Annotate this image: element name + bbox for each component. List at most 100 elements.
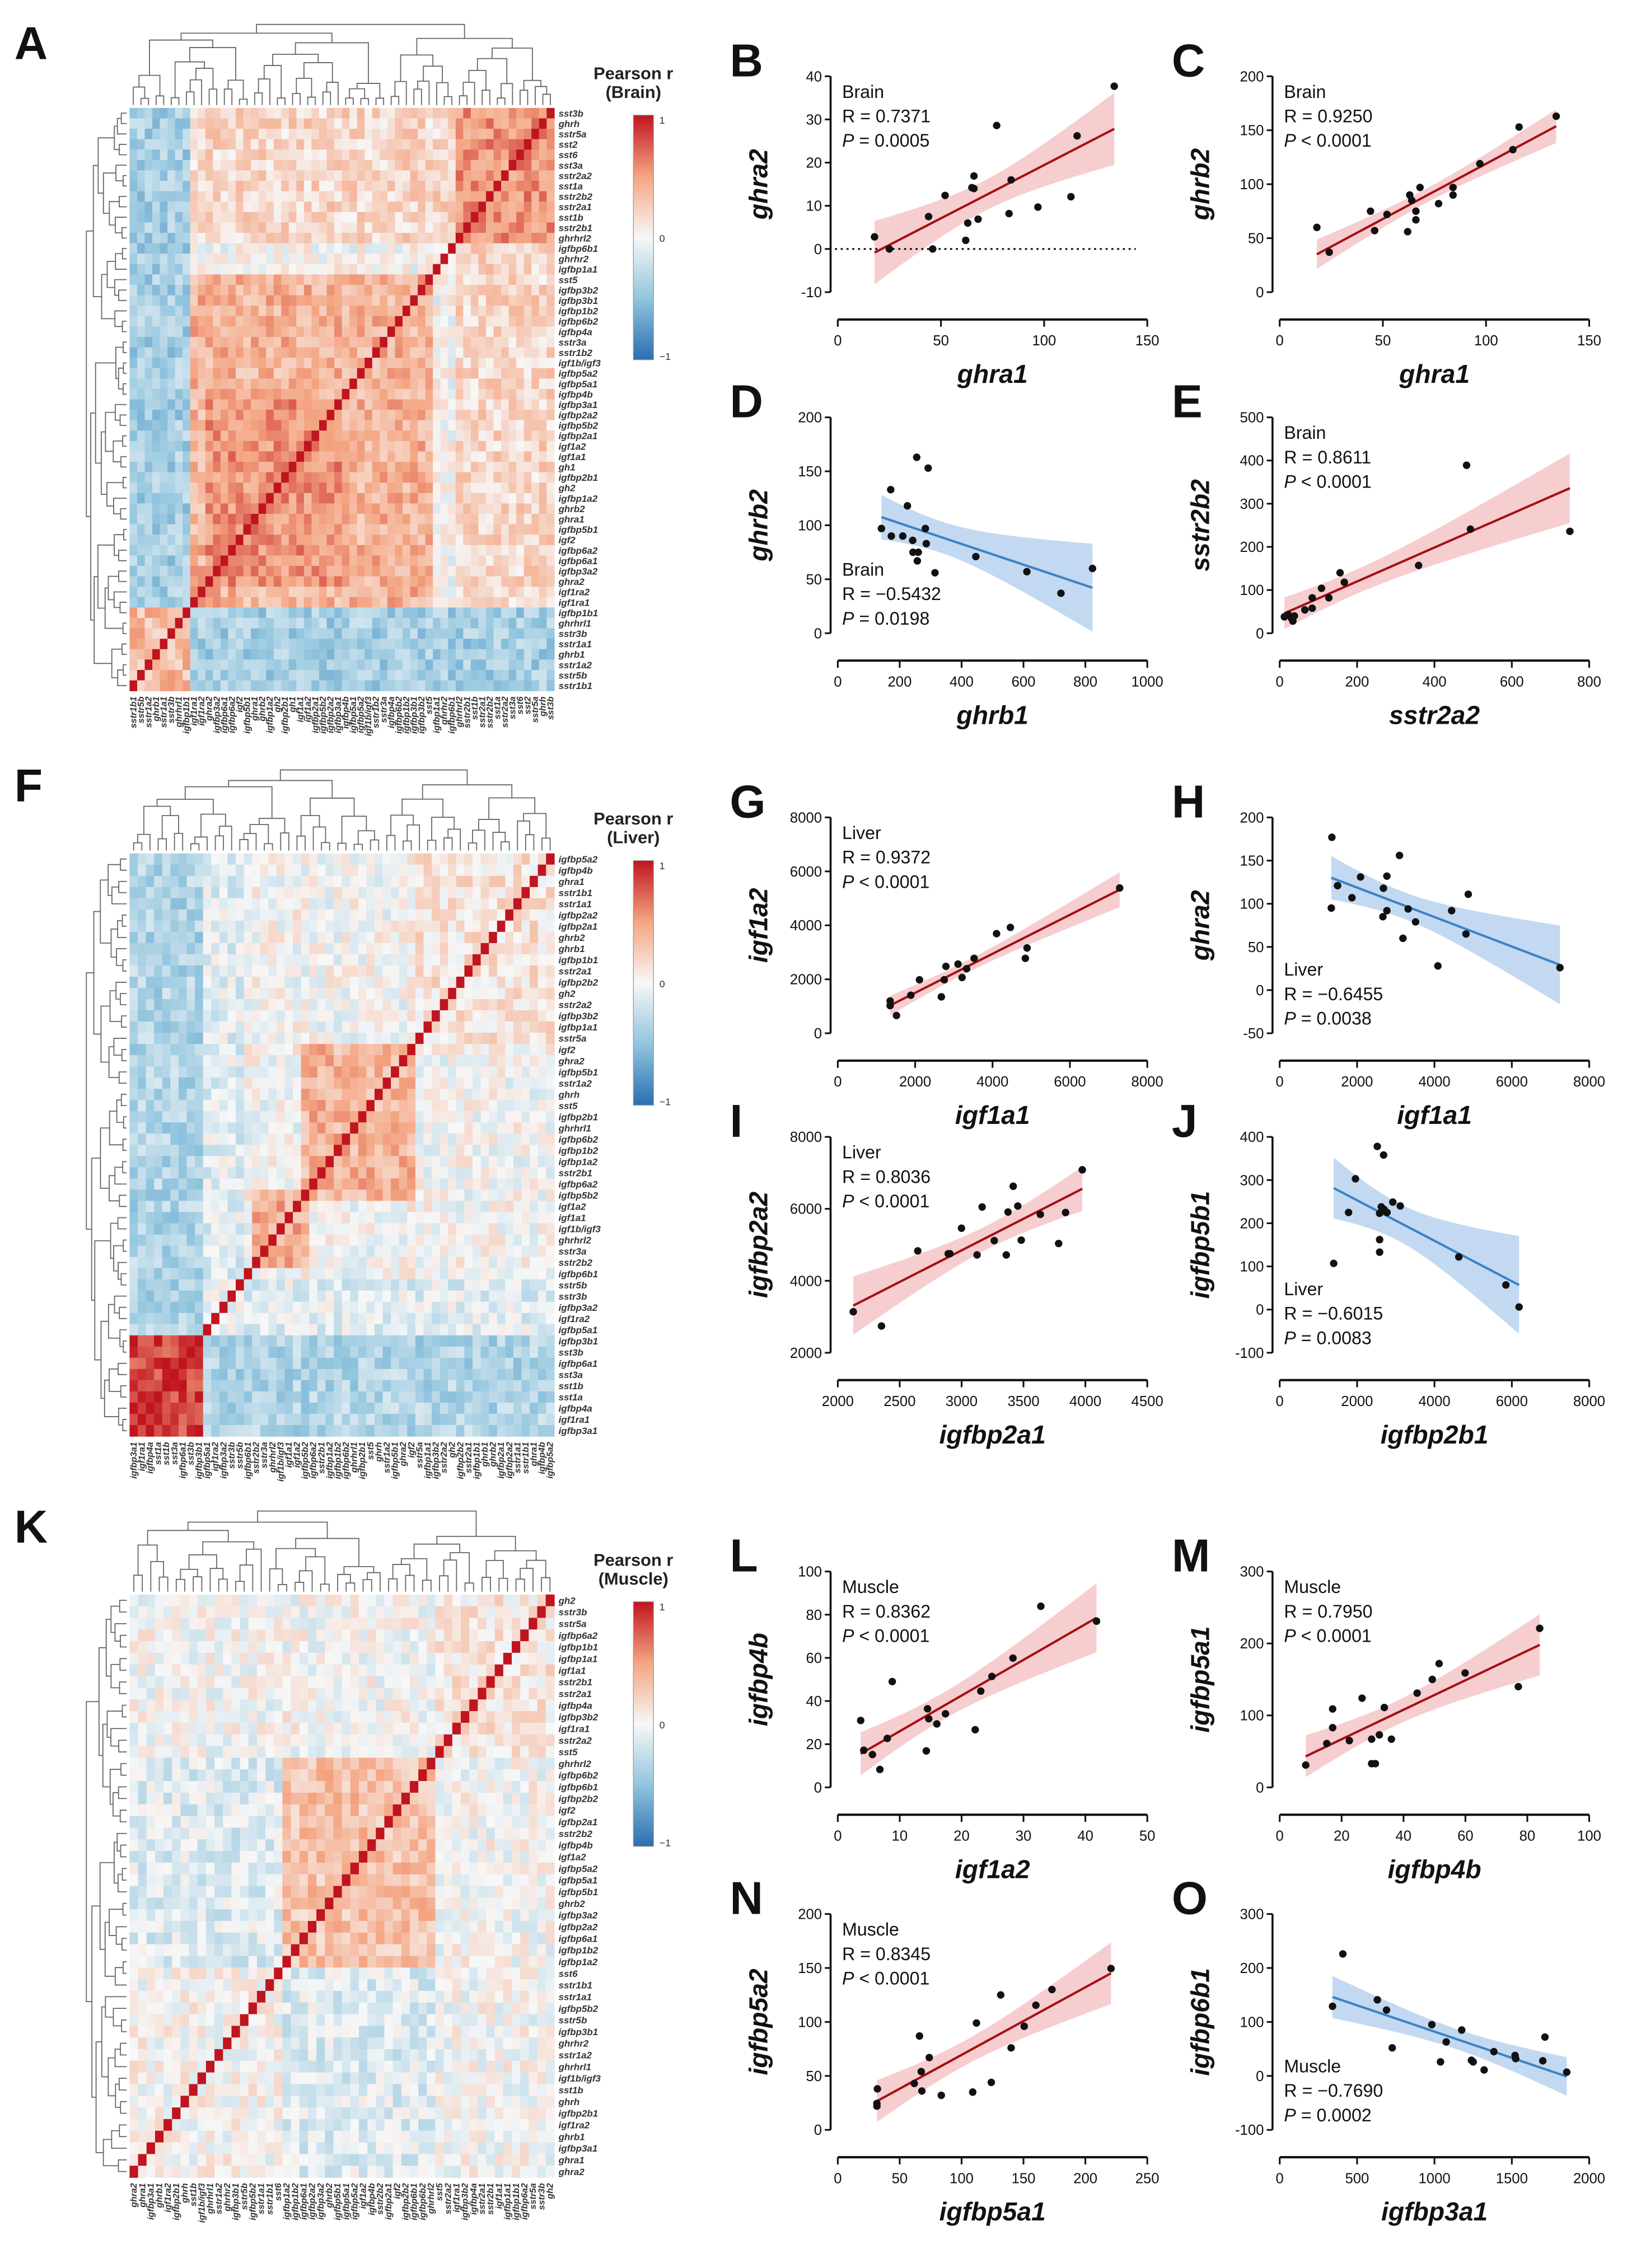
- heatmap-cell: [146, 1077, 155, 1089]
- heatmap-cell: [425, 212, 433, 223]
- heatmap-cell: [137, 535, 146, 546]
- heatmap-cell: [489, 1044, 498, 1056]
- heatmap-cell: [175, 243, 183, 254]
- heatmap-cell: [284, 1010, 293, 1022]
- heatmap-cell: [349, 524, 358, 535]
- row-label: igfbp4b: [559, 389, 593, 400]
- heatmap-cell: [539, 493, 548, 504]
- heatmap-cell: [258, 639, 267, 650]
- heatmap-cell: [516, 149, 525, 161]
- heatmap-cell: [195, 1100, 204, 1112]
- heatmap-cell: [144, 472, 153, 484]
- heatmap-cell: [473, 1033, 481, 1044]
- heatmap-cell: [508, 514, 517, 525]
- heatmap-cell: [546, 898, 555, 910]
- heatmap-cell: [418, 451, 426, 462]
- heatmap-cell: [137, 943, 147, 955]
- heatmap-cell: [211, 1100, 220, 1112]
- heatmap-cell: [463, 503, 471, 514]
- heatmap-cell: [243, 347, 251, 358]
- heatmap-cell: [546, 565, 555, 577]
- heatmap-cell: [311, 254, 320, 265]
- heatmap-cell: [220, 441, 229, 452]
- heatmap-cell: [303, 607, 312, 618]
- heatmap-cell: [152, 545, 161, 556]
- heatmap-cell: [303, 243, 312, 254]
- heatmap-cell: [485, 316, 494, 327]
- heatmap-cell: [220, 181, 229, 192]
- heatmap-cell: [319, 264, 328, 275]
- heatmap-cell: [170, 1145, 179, 1157]
- heatmap-cell: [364, 118, 373, 129]
- heatmap-cell: [137, 587, 146, 598]
- heatmap-cell: [448, 1089, 457, 1100]
- heatmap-cell: [415, 943, 424, 955]
- heatmap-cell: [334, 274, 343, 285]
- heatmap-cell: [521, 976, 530, 988]
- heatmap-cell: [284, 965, 293, 977]
- heatmap-cell: [342, 274, 350, 285]
- heatmap-cell: [463, 555, 471, 566]
- heatmap-cell: [546, 336, 555, 348]
- heatmap-cell: [485, 587, 494, 598]
- heatmap-cell: [325, 1021, 334, 1033]
- heatmap-cell: [152, 149, 161, 161]
- heatmap-cell: [244, 987, 253, 1000]
- heatmap-cell: [190, 170, 199, 181]
- heatmap-cell: [258, 212, 267, 223]
- heatmap-cell: [195, 887, 204, 899]
- heatmap-cell: [183, 191, 191, 202]
- heatmap-cell: [175, 160, 183, 171]
- heatmap-cell: [546, 1033, 555, 1044]
- heatmap-cell: [252, 943, 261, 955]
- heatmap-cell: [243, 565, 251, 577]
- heatmap-cell: [167, 326, 176, 338]
- heatmap-cell: [252, 965, 261, 977]
- heatmap-cell: [374, 1167, 384, 1179]
- heatmap-cell: [244, 1089, 253, 1100]
- heatmap-cell: [251, 482, 259, 494]
- heatmap-cell: [251, 181, 259, 192]
- heatmap-cell: [358, 987, 367, 1000]
- heatmap-cell: [296, 139, 305, 150]
- heatmap-cell: [480, 976, 489, 988]
- heatmap-cell: [357, 358, 366, 369]
- heatmap-cell: [508, 378, 517, 390]
- heatmap-cell: [349, 336, 358, 348]
- heatmap-cell: [303, 441, 312, 452]
- heatmap-cell: [410, 493, 418, 504]
- heatmap-cell: [167, 680, 176, 691]
- heatmap-cell: [372, 232, 381, 244]
- heatmap-cell: [531, 597, 540, 608]
- heatmap-cell: [407, 976, 416, 988]
- heatmap-cell: [489, 1089, 498, 1100]
- heatmap-cell: [501, 451, 509, 462]
- heatmap-cell: [301, 909, 310, 921]
- heatmap-cell: [531, 118, 540, 129]
- heatmap-cell: [220, 254, 229, 265]
- heatmap-cell: [508, 170, 517, 181]
- heatmap-cell: [349, 669, 358, 681]
- heatmap-cell: [489, 875, 498, 888]
- heatmap-cell: [372, 388, 381, 400]
- heatmap-cell: [407, 1122, 416, 1135]
- heatmap-cell: [350, 1156, 359, 1168]
- heatmap-cell: [374, 931, 384, 944]
- heatmap-cell: [493, 545, 502, 556]
- heatmap-cell: [418, 628, 426, 639]
- heatmap-cell: [205, 555, 214, 566]
- dendrogram-branch: [114, 279, 127, 296]
- heatmap-cell: [175, 358, 183, 369]
- heatmap-cell: [523, 576, 532, 587]
- heatmap-cell: [402, 482, 411, 494]
- heatmap-cell: [470, 545, 479, 556]
- heatmap-cell: [334, 378, 343, 390]
- heatmap-cell: [470, 639, 479, 650]
- heatmap-cell: [167, 347, 176, 358]
- heatmap-cell: [244, 1189, 253, 1202]
- heatmap-cell: [281, 306, 289, 317]
- heatmap-cell: [523, 649, 532, 660]
- heatmap-cell: [220, 430, 229, 442]
- heatmap-cell: [198, 503, 206, 514]
- heatmap-cell: [129, 212, 138, 223]
